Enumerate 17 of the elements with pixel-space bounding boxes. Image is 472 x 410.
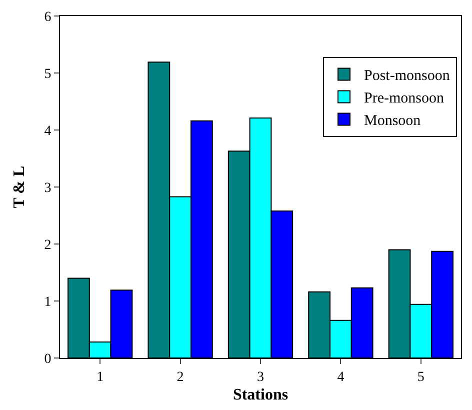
y-tick-label: 3 [44,180,52,196]
y-tick-label: 1 [44,294,52,310]
x-tick-label: 1 [96,370,104,385]
y-tick-label: 2 [44,238,52,253]
x-tick-label: 3 [257,370,264,385]
y-tick-label: 4 [44,124,52,139]
x-tick-label: 5 [417,370,424,385]
x-axis-title: Stations [232,386,288,404]
legend-label: Post-monsoon [364,68,450,84]
y-axis-title: T & L [11,166,28,208]
legend-label: Pre-monsoon [364,90,444,107]
y-tick-label: 5 [44,66,52,82]
y-tick-label: 6 [44,10,52,25]
x-tick-label: 2 [176,370,184,385]
y-tick-label: 0 [44,352,52,367]
legend-label: Monsoon [364,113,422,130]
x-tick-label: 4 [337,370,344,385]
